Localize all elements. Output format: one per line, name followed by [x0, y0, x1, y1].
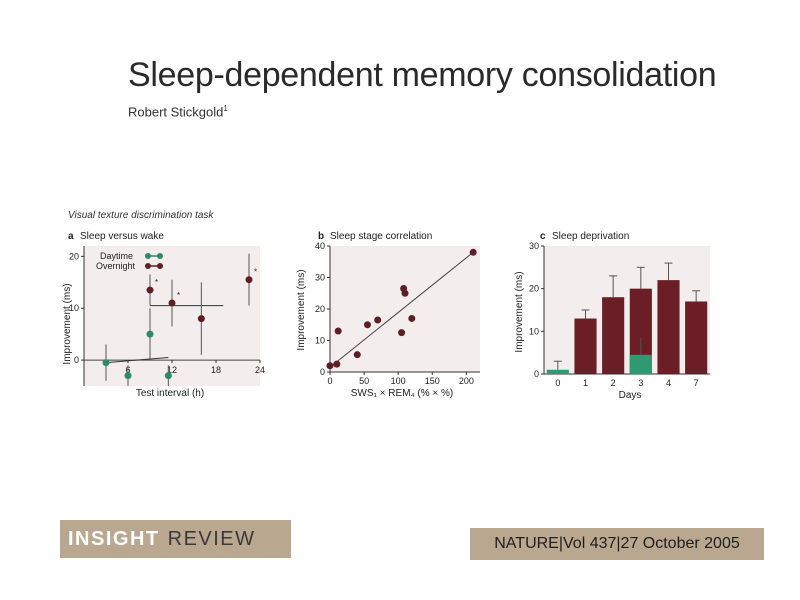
legend-daytime-marker-2	[157, 253, 163, 259]
author-affiliation: 1	[223, 104, 228, 113]
y-tick-label-c: 20	[529, 284, 539, 294]
plot-area-c	[544, 246, 710, 374]
panel-b-letter: b	[318, 231, 324, 242]
y-tick-label-c: 30	[529, 241, 539, 251]
bar-day-1	[574, 318, 597, 374]
bar-day-2	[602, 297, 625, 374]
author-name: Robert Stickgold	[128, 104, 224, 120]
y-tick-label-b: 10	[315, 336, 325, 346]
significance-star: *	[254, 268, 257, 277]
insight-review-banner: INSIGHT REVIEW	[60, 520, 291, 558]
regression-line-b	[329, 251, 474, 368]
panel-b-ylabel: Improvement (ms)	[296, 269, 307, 350]
panel-a-title: Sleep versus wake	[80, 231, 164, 242]
legend-overnight-marker-2	[157, 263, 163, 269]
panel-b-title: Sleep stage correlation	[330, 231, 432, 242]
data-point-daytime	[102, 359, 110, 367]
panel-c-xlabel: Days	[619, 390, 642, 401]
x-tick-label-b: 200	[459, 376, 474, 386]
y-tick-label-a: 0	[74, 355, 79, 365]
x-tick-label-b: 100	[391, 376, 406, 386]
panel-c-ylabel: Improvement (ms)	[514, 271, 525, 352]
y-tick-label-b: 0	[320, 367, 325, 377]
data-point-b	[469, 248, 477, 256]
panel-a-xlabel: Test interval (h)	[136, 388, 204, 399]
chart-panel-c: c Sleep deprivation 0 10 20 30 0 1 2 3 4 7 Days I…	[514, 231, 710, 401]
y-tick-label-c: 10	[529, 326, 539, 336]
panel-b-xlabel: SWS₁ × REM₄ (% × %)	[351, 388, 453, 399]
panel-c-letter: c	[540, 231, 546, 242]
x-tick-label-c: 1	[583, 378, 588, 388]
x-tick-label-b: 50	[359, 376, 369, 386]
data-point-daytime	[146, 330, 154, 338]
y-tick-label-b: 30	[315, 273, 325, 283]
x-tick-label-c: 7	[694, 378, 699, 388]
x-tick-label-b: 0	[327, 376, 332, 386]
data-point-b	[326, 362, 334, 370]
data-point-b	[374, 316, 382, 324]
bar-day-7	[685, 301, 708, 374]
x-tick-label-b: 150	[425, 376, 440, 386]
x-tick-label-a: 24	[255, 365, 265, 375]
article-title: Sleep-dependent memory consolidation	[128, 56, 717, 94]
data-point-b	[364, 321, 371, 329]
bar-day-3	[629, 288, 652, 374]
review-label: REVIEW	[167, 527, 256, 550]
x-tick-label-a: 18	[211, 365, 221, 375]
deprived-bar-day-3	[629, 354, 652, 374]
legend-overnight-label: Overnight	[96, 261, 136, 271]
x-tick-label-c: 0	[555, 378, 560, 388]
daytime-trend-a	[105, 356, 169, 364]
x-tick-label-a: 12	[167, 365, 177, 375]
data-point-b	[333, 360, 341, 368]
figure-task-label: Visual texture discrimination task	[68, 210, 214, 221]
panel-a-letter: a	[68, 231, 74, 242]
legend-overnight-marker	[145, 263, 151, 269]
data-point-daytime	[124, 372, 132, 380]
chart-panel-b: b Sleep stage correlation 0 10 20 30 40 0 50 10…	[296, 231, 480, 399]
data-point-b	[353, 351, 361, 359]
chart-panel-a: a Sleep versus wake 010206121824*** Test…	[62, 231, 265, 399]
journal-citation: NATURE|Vol 437|27 October 2005	[470, 528, 764, 560]
bar-day-4	[657, 280, 680, 374]
data-point-b	[401, 289, 409, 297]
x-tick-label-c: 3	[638, 378, 643, 388]
legend-daytime-marker	[145, 253, 151, 259]
data-point-overnight	[245, 276, 253, 284]
data-point-overnight	[146, 286, 154, 294]
data-point-b	[398, 329, 406, 337]
data-point-overnight	[168, 299, 176, 307]
y-tick-label-c: 0	[534, 369, 539, 379]
significance-star: *	[155, 278, 158, 287]
y-tick-label-a: 10	[69, 303, 79, 313]
panel-c-title: Sleep deprivation	[552, 231, 629, 242]
data-point-b	[408, 314, 416, 322]
legend-daytime-label: Daytime	[100, 251, 133, 261]
insight-label: INSIGHT	[68, 527, 160, 550]
x-tick-label-c: 2	[611, 378, 616, 388]
data-point-daytime	[164, 372, 172, 380]
bar-day-0	[546, 369, 569, 374]
x-tick-label-c: 4	[666, 378, 671, 388]
author-line: Robert Stickgold1	[128, 104, 228, 119]
legend: Daytime Overnight	[96, 251, 163, 271]
y-tick-label-b: 40	[315, 241, 325, 251]
data-point-b	[334, 327, 342, 335]
significance-star: *	[177, 291, 180, 300]
data-point-overnight	[197, 315, 205, 323]
panel-a-ylabel: Improvement (ms)	[62, 283, 73, 364]
y-tick-label-a: 20	[69, 251, 79, 261]
y-tick-label-b: 20	[315, 304, 325, 314]
